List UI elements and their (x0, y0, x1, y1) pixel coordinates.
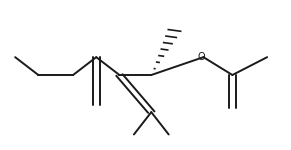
Text: O: O (198, 52, 205, 62)
